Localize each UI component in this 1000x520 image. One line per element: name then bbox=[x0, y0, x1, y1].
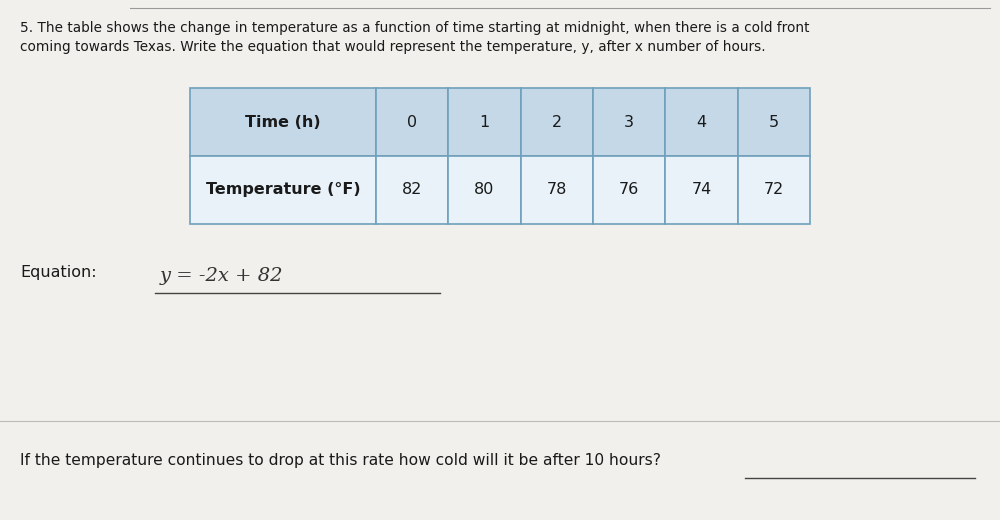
Bar bbox=[521, 156, 593, 224]
Bar bbox=[665, 156, 738, 224]
Text: 3: 3 bbox=[624, 115, 634, 129]
Bar bbox=[376, 88, 448, 156]
Text: 78: 78 bbox=[547, 183, 567, 197]
Text: y = -2x + 82: y = -2x + 82 bbox=[160, 267, 284, 284]
Text: Temperature (°F): Temperature (°F) bbox=[206, 183, 360, 197]
Text: 76: 76 bbox=[619, 183, 639, 197]
Text: Equation:: Equation: bbox=[20, 266, 97, 280]
Text: 80: 80 bbox=[474, 183, 495, 197]
Text: 5: 5 bbox=[769, 115, 779, 129]
Text: If the temperature continues to drop at this rate how cold will it be after 10 h: If the temperature continues to drop at … bbox=[20, 453, 661, 467]
Text: 4: 4 bbox=[696, 115, 707, 129]
Bar bbox=[593, 156, 665, 224]
Text: Time (h): Time (h) bbox=[245, 115, 321, 129]
Bar bbox=[190, 88, 376, 156]
Text: 2: 2 bbox=[552, 115, 562, 129]
Text: 74: 74 bbox=[691, 183, 712, 197]
Bar bbox=[738, 156, 810, 224]
Text: 5. The table shows the change in temperature as a function of time starting at m: 5. The table shows the change in tempera… bbox=[20, 21, 810, 54]
Bar bbox=[665, 88, 738, 156]
Bar bbox=[190, 156, 376, 224]
Bar bbox=[593, 88, 665, 156]
Bar bbox=[738, 88, 810, 156]
Text: 1: 1 bbox=[479, 115, 490, 129]
Text: 0: 0 bbox=[407, 115, 417, 129]
Bar bbox=[521, 88, 593, 156]
Bar bbox=[376, 156, 448, 224]
Bar bbox=[448, 156, 521, 224]
Text: 82: 82 bbox=[402, 183, 422, 197]
Bar bbox=[448, 88, 521, 156]
Text: 72: 72 bbox=[764, 183, 784, 197]
